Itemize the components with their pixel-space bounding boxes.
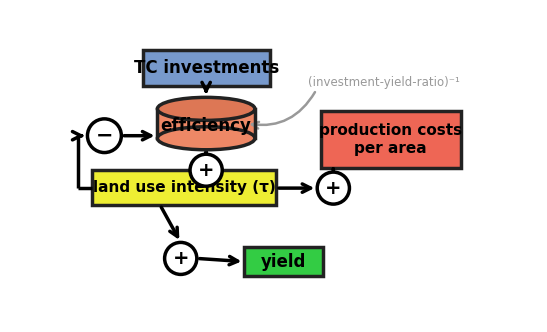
Text: +: + bbox=[198, 161, 214, 180]
Text: +: + bbox=[172, 249, 189, 268]
Text: efficiency: efficiency bbox=[161, 117, 252, 135]
FancyBboxPatch shape bbox=[92, 170, 276, 205]
Text: land use intensity (τ): land use intensity (τ) bbox=[92, 180, 275, 195]
Text: yield: yield bbox=[261, 253, 306, 271]
Ellipse shape bbox=[317, 172, 350, 204]
Ellipse shape bbox=[88, 119, 121, 152]
Text: −: − bbox=[96, 126, 113, 146]
Text: +: + bbox=[325, 179, 341, 198]
Text: production costs
per area: production costs per area bbox=[319, 124, 462, 156]
FancyBboxPatch shape bbox=[321, 112, 461, 168]
Text: (investment-yield-ratio)⁻¹: (investment-yield-ratio)⁻¹ bbox=[308, 75, 460, 89]
Polygon shape bbox=[158, 109, 255, 138]
Ellipse shape bbox=[158, 127, 255, 150]
Ellipse shape bbox=[165, 242, 197, 275]
Ellipse shape bbox=[158, 97, 255, 121]
FancyBboxPatch shape bbox=[245, 247, 323, 276]
Ellipse shape bbox=[190, 154, 222, 186]
Text: TC investments: TC investments bbox=[133, 59, 279, 77]
FancyBboxPatch shape bbox=[143, 50, 270, 86]
